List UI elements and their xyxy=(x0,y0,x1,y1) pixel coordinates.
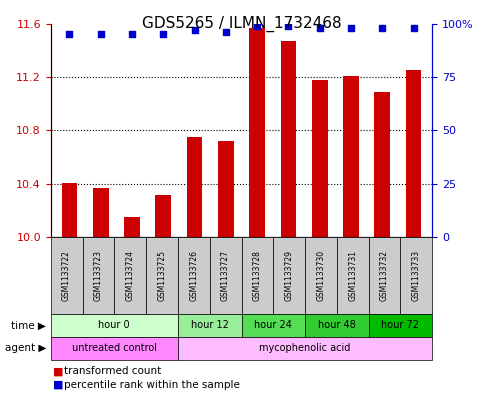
Bar xyxy=(156,195,171,237)
Text: GSM1133727: GSM1133727 xyxy=(221,250,230,301)
Text: hour 48: hour 48 xyxy=(318,320,356,331)
Point xyxy=(284,22,292,29)
Text: GSM1133724: GSM1133724 xyxy=(126,250,135,301)
Bar xyxy=(374,92,390,237)
Text: hour 72: hour 72 xyxy=(382,320,420,331)
Text: GSM1133725: GSM1133725 xyxy=(157,250,167,301)
Text: ■: ■ xyxy=(53,380,64,389)
Point xyxy=(97,31,105,37)
Text: ■: ■ xyxy=(53,366,64,376)
Text: GSM1133726: GSM1133726 xyxy=(189,250,199,301)
Point xyxy=(316,25,324,31)
Bar xyxy=(343,76,359,237)
Text: agent ▶: agent ▶ xyxy=(4,343,46,353)
Point xyxy=(410,25,417,31)
Text: transformed count: transformed count xyxy=(64,366,161,376)
Text: hour 24: hour 24 xyxy=(255,320,292,331)
Point xyxy=(253,22,261,29)
Text: GDS5265 / ILMN_1732468: GDS5265 / ILMN_1732468 xyxy=(142,16,341,32)
Text: GSM1133730: GSM1133730 xyxy=(316,250,326,301)
Text: GSM1133733: GSM1133733 xyxy=(412,250,421,301)
Text: GSM1133731: GSM1133731 xyxy=(348,250,357,301)
Bar xyxy=(187,137,202,237)
Text: untreated control: untreated control xyxy=(72,343,157,353)
Point xyxy=(159,31,167,37)
Text: GSM1133732: GSM1133732 xyxy=(380,250,389,301)
Text: GSM1133723: GSM1133723 xyxy=(94,250,103,301)
Point xyxy=(128,31,136,37)
Bar xyxy=(124,217,140,237)
Bar xyxy=(249,28,265,237)
Bar xyxy=(281,41,296,237)
Text: hour 0: hour 0 xyxy=(99,320,130,331)
Point xyxy=(66,31,73,37)
Bar xyxy=(93,188,109,237)
Point xyxy=(378,25,386,31)
Point xyxy=(222,29,230,35)
Bar xyxy=(218,141,234,237)
Text: hour 12: hour 12 xyxy=(191,320,228,331)
Bar xyxy=(406,70,421,237)
Text: mycophenolic acid: mycophenolic acid xyxy=(259,343,351,353)
Bar xyxy=(62,183,77,237)
Bar xyxy=(312,80,327,237)
Point xyxy=(191,27,199,33)
Text: GSM1133729: GSM1133729 xyxy=(284,250,294,301)
Text: GSM1133728: GSM1133728 xyxy=(253,250,262,301)
Text: GSM1133722: GSM1133722 xyxy=(62,250,71,301)
Point xyxy=(347,25,355,31)
Text: time ▶: time ▶ xyxy=(11,320,46,331)
Text: percentile rank within the sample: percentile rank within the sample xyxy=(64,380,240,389)
